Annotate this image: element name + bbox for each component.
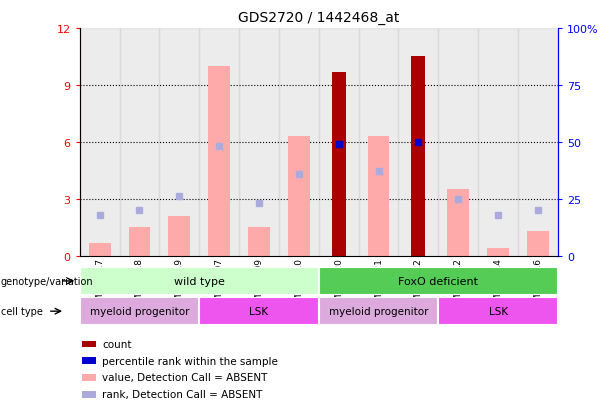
Bar: [80, 29, 120, 256]
Bar: [80, 297, 199, 325]
Text: cell type: cell type: [1, 306, 42, 316]
Bar: [239, 29, 279, 256]
Bar: [159, 29, 199, 256]
Bar: [527, 231, 549, 256]
Bar: [288, 137, 310, 256]
Text: value, Detection Call = ABSENT: value, Detection Call = ABSENT: [102, 373, 267, 382]
Text: LSK: LSK: [249, 306, 268, 316]
Bar: [82, 374, 96, 381]
Bar: [82, 357, 96, 364]
Bar: [80, 267, 319, 295]
Bar: [368, 137, 389, 256]
Title: GDS2720 / 1442468_at: GDS2720 / 1442468_at: [238, 11, 400, 25]
Bar: [208, 67, 230, 256]
Text: percentile rank within the sample: percentile rank within the sample: [102, 356, 278, 366]
Bar: [82, 341, 96, 348]
Bar: [319, 29, 359, 256]
Bar: [359, 29, 398, 256]
Text: myeloid progenitor: myeloid progenitor: [89, 306, 189, 316]
Bar: [199, 297, 319, 325]
Bar: [398, 29, 438, 256]
Bar: [89, 244, 110, 256]
Bar: [120, 29, 159, 256]
Text: myeloid progenitor: myeloid progenitor: [329, 306, 428, 316]
Bar: [411, 57, 425, 256]
Text: FoxO deficient: FoxO deficient: [398, 276, 478, 286]
Text: genotype/variation: genotype/variation: [1, 276, 93, 286]
Bar: [169, 216, 190, 256]
Bar: [248, 228, 270, 256]
Text: count: count: [102, 339, 132, 349]
Bar: [82, 391, 96, 398]
Bar: [518, 29, 558, 256]
Bar: [447, 190, 469, 256]
Bar: [199, 29, 239, 256]
Bar: [438, 29, 478, 256]
Bar: [487, 249, 509, 256]
Bar: [332, 72, 346, 256]
Text: wild type: wild type: [174, 276, 224, 286]
Text: rank, Detection Call = ABSENT: rank, Detection Call = ABSENT: [102, 389, 262, 399]
Bar: [478, 29, 518, 256]
Bar: [279, 29, 319, 256]
Text: LSK: LSK: [489, 306, 508, 316]
Bar: [129, 228, 150, 256]
Bar: [438, 297, 558, 325]
Bar: [319, 297, 438, 325]
Bar: [319, 267, 558, 295]
